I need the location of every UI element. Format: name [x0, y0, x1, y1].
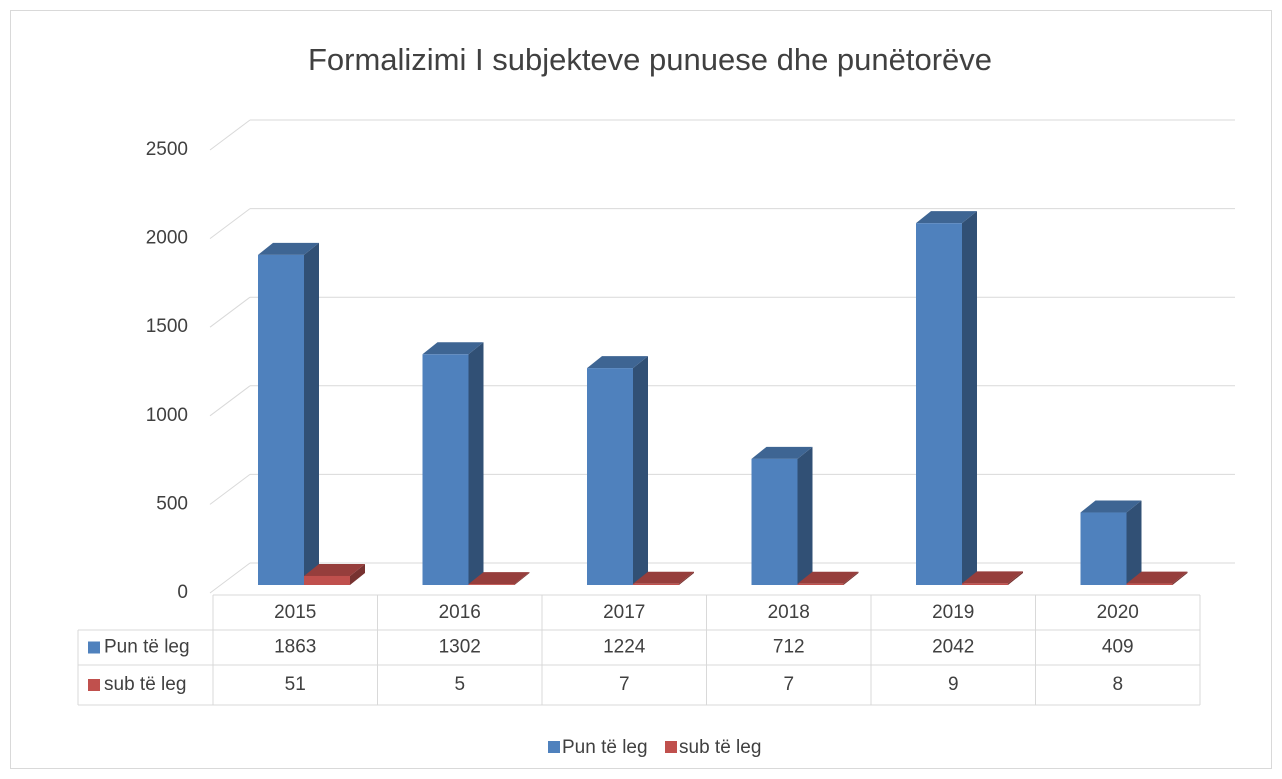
bar: [468, 572, 530, 585]
y-tick-label: 1500: [146, 316, 188, 337]
table-legend-key: [88, 679, 100, 691]
x-tick-label: 2015: [274, 602, 316, 623]
bar-side: [1172, 571, 1188, 585]
bar: [422, 342, 484, 585]
bar-top: [797, 571, 859, 584]
bar-side: [514, 572, 530, 585]
bar-front: [1126, 583, 1173, 585]
table-value: 712: [773, 637, 805, 658]
bar: [916, 211, 977, 585]
bar-side: [1126, 500, 1142, 585]
table-value: 8: [1112, 674, 1123, 695]
table-value: 1302: [439, 637, 481, 658]
bar-side: [468, 342, 484, 585]
grid-line-side: [209, 562, 251, 594]
bar-top: [258, 242, 319, 255]
legend-key: [548, 741, 560, 753]
table-value: 1224: [603, 637, 646, 658]
table-value: 7: [619, 674, 630, 695]
y-tick-label: 500: [156, 493, 188, 514]
table-value: 51: [285, 674, 306, 695]
x-tick-label: 2020: [1097, 602, 1139, 623]
bar-side: [962, 211, 977, 585]
table-value: 409: [1102, 637, 1134, 658]
bar-side: [633, 356, 648, 585]
bar-front: [422, 354, 469, 585]
table-value: 9: [948, 674, 959, 695]
bar-front: [916, 223, 962, 585]
grid-line-side: [209, 119, 251, 151]
bar-front: [797, 583, 844, 585]
x-tick-label: 2017: [603, 602, 645, 623]
bar: [962, 571, 1023, 585]
bar-front: [304, 575, 350, 585]
y-tick-label: 2000: [146, 228, 188, 249]
table-value: 2042: [932, 637, 974, 658]
x-tick-label: 2016: [439, 602, 481, 623]
bar: [751, 446, 813, 585]
legend-label: Pun të leg: [562, 737, 648, 758]
bar-front: [258, 254, 304, 585]
bar: [258, 242, 319, 585]
bar-front: [1080, 512, 1127, 585]
bar: [1080, 500, 1142, 585]
table-row-label: sub të leg: [104, 674, 186, 695]
bar-front: [587, 368, 633, 585]
bar-side: [1008, 571, 1023, 585]
bar: [797, 571, 859, 585]
bar-side: [304, 242, 319, 585]
bar-top: [751, 446, 813, 459]
grid-line-side: [209, 385, 251, 417]
bar-top: [962, 571, 1023, 584]
grid-line-side: [209, 296, 251, 328]
bar-front: [468, 584, 515, 585]
y-tick-label: 0: [177, 582, 188, 603]
table-legend-key: [88, 641, 100, 654]
bar-side: [797, 446, 813, 585]
x-tick-label: 2019: [932, 602, 974, 623]
bar-top: [468, 572, 530, 585]
table-value: 7: [783, 674, 794, 695]
chart-title: Formalizimi I subjekteve punuese dhe pun…: [308, 42, 992, 77]
bar: [304, 563, 365, 585]
bar-side: [350, 563, 365, 585]
bar-top: [587, 356, 648, 369]
legend-label: sub të leg: [679, 737, 761, 758]
y-tick-label: 1000: [146, 405, 188, 426]
grid-line-side: [209, 473, 251, 505]
x-tick-label: 2018: [768, 602, 810, 623]
table-value: 5: [454, 674, 465, 695]
y-tick-label: 2500: [146, 139, 188, 160]
table-row-label: Pun të leg: [104, 637, 190, 658]
bar-front: [962, 583, 1008, 585]
bar-side: [843, 571, 859, 585]
bar-top: [633, 571, 694, 584]
bar: [587, 356, 648, 585]
bar-side: [679, 571, 694, 585]
legend-key: [665, 741, 677, 753]
bar: [1126, 571, 1188, 585]
grid-line-side: [209, 208, 251, 240]
table-value: 1863: [274, 637, 316, 658]
bar-top: [1080, 500, 1142, 513]
bar-top: [1126, 571, 1188, 584]
bar-top: [422, 342, 484, 355]
bar-front: [633, 583, 679, 585]
bar-top: [304, 563, 365, 576]
bar-top: [916, 211, 977, 224]
bar-front: [751, 458, 798, 585]
bar: [633, 571, 694, 585]
